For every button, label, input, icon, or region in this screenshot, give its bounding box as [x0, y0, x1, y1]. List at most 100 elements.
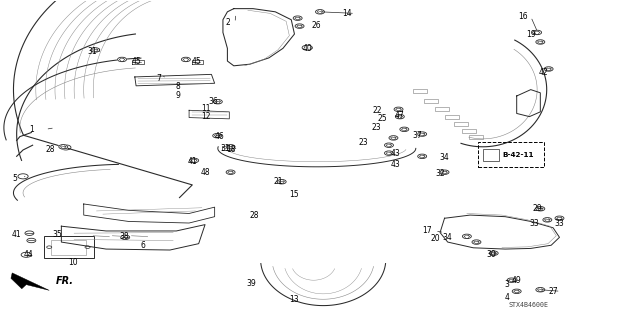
Polygon shape [11, 273, 49, 290]
Circle shape [385, 143, 394, 147]
Bar [413, 89, 428, 93]
Circle shape [91, 48, 100, 52]
Circle shape [293, 16, 302, 20]
Bar [463, 129, 476, 133]
Circle shape [389, 136, 398, 140]
Circle shape [418, 154, 427, 159]
Text: 3: 3 [505, 280, 509, 289]
Text: 17: 17 [422, 226, 432, 235]
Circle shape [396, 115, 404, 119]
Text: 44: 44 [23, 250, 33, 259]
Text: STX4B4600E: STX4B4600E [508, 302, 548, 308]
Text: 41: 41 [188, 157, 197, 166]
Text: 6: 6 [140, 241, 145, 250]
Circle shape [316, 10, 324, 14]
Text: 45: 45 [192, 56, 202, 65]
Circle shape [400, 127, 409, 131]
Text: 49: 49 [512, 276, 522, 285]
Text: 25: 25 [378, 114, 387, 123]
Text: 41: 41 [12, 230, 22, 239]
Circle shape [394, 107, 403, 112]
Text: 16: 16 [518, 12, 528, 21]
Circle shape [277, 180, 286, 184]
Circle shape [472, 240, 481, 244]
Circle shape [489, 251, 498, 256]
Text: 9: 9 [176, 92, 180, 100]
Text: 42: 42 [539, 68, 548, 77]
Text: 13: 13 [290, 295, 300, 304]
Text: 31: 31 [87, 47, 97, 56]
Circle shape [59, 145, 68, 149]
Circle shape [512, 289, 521, 293]
Bar [51, 240, 86, 255]
Text: 4: 4 [505, 293, 509, 302]
Text: 30: 30 [486, 250, 496, 259]
Text: 33: 33 [555, 219, 564, 227]
Bar [483, 149, 499, 161]
Bar [435, 107, 449, 111]
Circle shape [555, 216, 564, 220]
Text: FR.: FR. [56, 277, 74, 286]
Text: 47: 47 [395, 111, 404, 120]
Text: 5: 5 [12, 174, 17, 183]
Circle shape [189, 158, 198, 163]
Text: B-42-11: B-42-11 [502, 152, 534, 158]
Text: 15: 15 [290, 190, 300, 199]
Text: 34: 34 [443, 233, 452, 242]
Text: 10: 10 [68, 258, 77, 267]
Text: 19: 19 [526, 30, 536, 39]
Text: 23: 23 [371, 123, 381, 132]
Text: 40: 40 [302, 44, 312, 53]
Circle shape [121, 235, 130, 240]
Circle shape [543, 218, 552, 222]
Text: 22: 22 [372, 106, 382, 115]
Text: 38: 38 [119, 232, 129, 241]
Text: 27: 27 [548, 287, 558, 296]
Text: 23: 23 [358, 137, 368, 146]
Bar [44, 236, 94, 258]
Bar [468, 135, 483, 139]
Circle shape [536, 206, 545, 211]
Text: 2: 2 [225, 19, 230, 27]
Text: 37: 37 [413, 131, 422, 140]
Circle shape [536, 287, 545, 292]
Text: 36: 36 [209, 97, 218, 106]
Text: 1: 1 [29, 125, 34, 134]
Circle shape [385, 151, 394, 155]
Text: 39: 39 [247, 279, 257, 288]
Circle shape [213, 100, 222, 104]
Text: 28: 28 [45, 145, 55, 154]
Circle shape [212, 133, 221, 138]
Circle shape [418, 132, 427, 136]
Bar [424, 99, 438, 103]
Circle shape [536, 40, 545, 44]
Text: 46: 46 [214, 132, 224, 141]
Circle shape [27, 238, 36, 243]
Text: 26: 26 [312, 21, 322, 30]
Text: 34: 34 [440, 153, 449, 162]
Circle shape [295, 24, 304, 28]
Text: 33: 33 [529, 219, 539, 227]
Text: 18: 18 [226, 145, 236, 154]
Text: 8: 8 [176, 82, 180, 91]
Text: 28: 28 [250, 211, 259, 219]
Text: 11: 11 [202, 104, 211, 113]
Circle shape [463, 234, 471, 239]
Circle shape [226, 170, 235, 174]
Text: 20: 20 [430, 234, 440, 243]
Text: 7: 7 [157, 74, 161, 83]
Circle shape [532, 30, 541, 35]
Text: 32: 32 [435, 169, 445, 178]
Text: 48: 48 [200, 168, 210, 177]
Text: 31: 31 [221, 144, 230, 153]
Bar [445, 115, 460, 119]
Circle shape [118, 57, 127, 62]
Text: 45: 45 [132, 56, 141, 65]
Circle shape [544, 67, 553, 71]
Circle shape [226, 145, 235, 149]
Circle shape [440, 170, 449, 174]
Bar [454, 122, 468, 126]
Text: 43: 43 [390, 160, 400, 169]
Circle shape [181, 57, 190, 62]
Circle shape [507, 278, 516, 282]
